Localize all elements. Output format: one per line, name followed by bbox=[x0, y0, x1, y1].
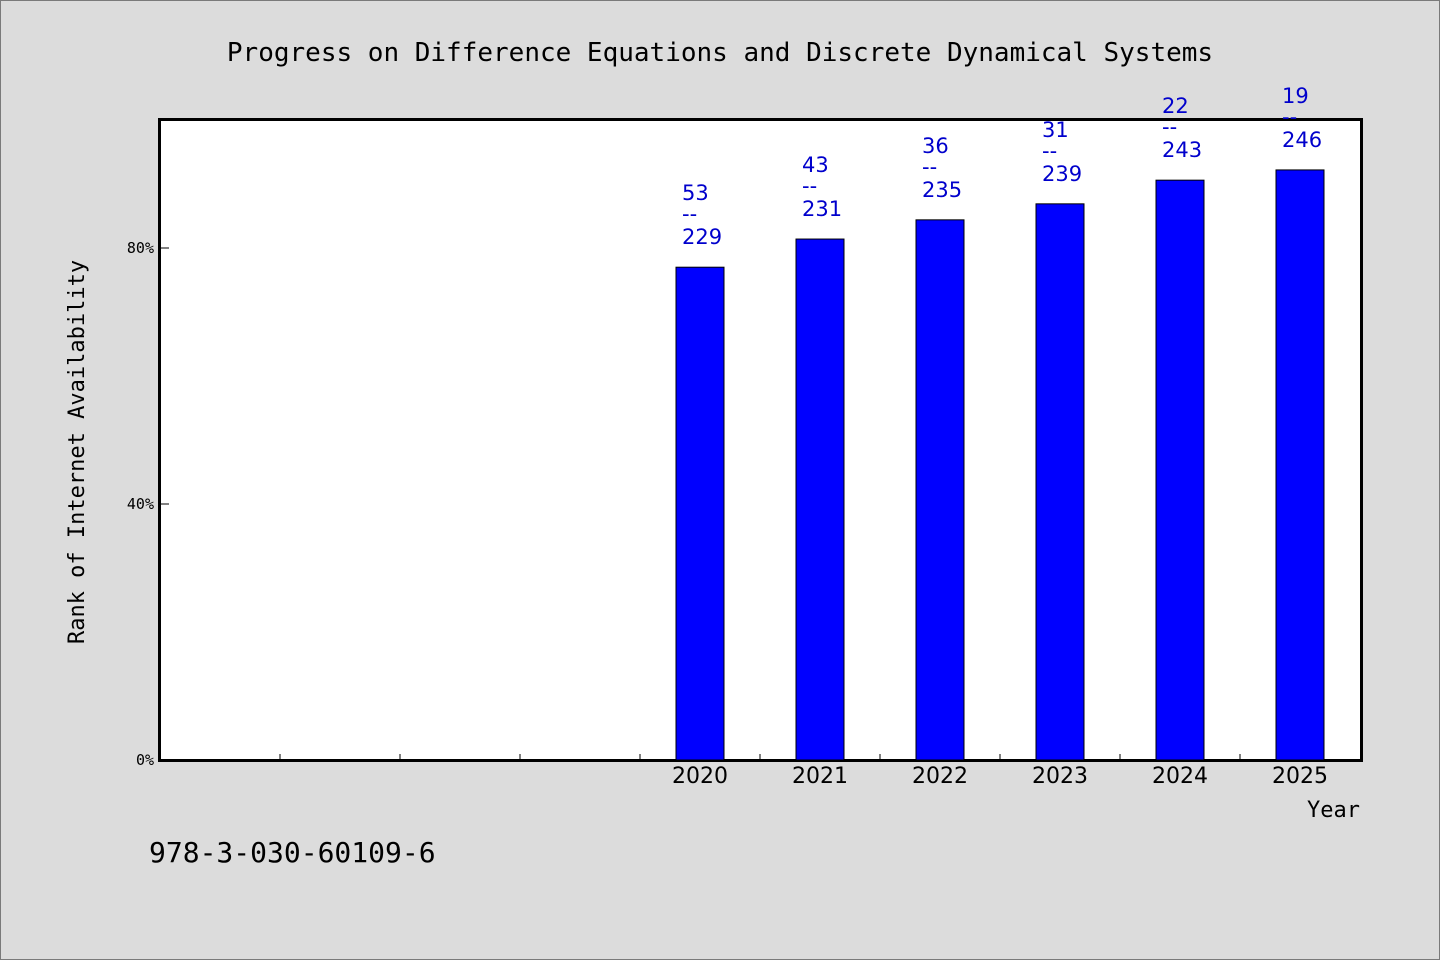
x-tick-label: 2024 bbox=[1152, 764, 1208, 789]
chart-title: Progress on Difference Equations and Dis… bbox=[227, 38, 1213, 68]
bar bbox=[1155, 179, 1205, 761]
bar bbox=[1275, 169, 1325, 761]
x-tick-label: 2020 bbox=[672, 764, 728, 789]
bar-label-numerator: 53 bbox=[682, 181, 709, 205]
bar-label-separator: -- bbox=[1042, 139, 1057, 163]
bars bbox=[675, 169, 1325, 761]
bar-label-numerator: 19 bbox=[1282, 84, 1309, 108]
bar-value-label: 43--231 bbox=[802, 153, 842, 221]
bar-value-label: 53--229 bbox=[682, 181, 722, 249]
bar-label-numerator: 36 bbox=[922, 134, 949, 158]
bar-label-separator: -- bbox=[922, 155, 937, 179]
bar-label-separator: -- bbox=[682, 202, 697, 226]
bar-label-separator: -- bbox=[1162, 115, 1177, 139]
bar bbox=[1035, 203, 1085, 761]
bar-label-denominator: 229 bbox=[682, 225, 722, 249]
y-tick-label: 0% bbox=[136, 751, 154, 769]
bar-value-label: 22--243 bbox=[1162, 94, 1202, 162]
bar-label-separator: -- bbox=[802, 174, 817, 198]
bar bbox=[675, 266, 725, 761]
y-axis-label: Rank of Internet Availability bbox=[65, 260, 90, 644]
bar-value-label: 31--239 bbox=[1042, 118, 1082, 186]
x-tick-label: 2021 bbox=[792, 764, 848, 789]
bar-label-separator: -- bbox=[1282, 105, 1297, 129]
bar-label-denominator: 243 bbox=[1162, 138, 1202, 162]
x-axis-label: Year bbox=[1307, 798, 1360, 823]
bar-label-denominator: 235 bbox=[922, 178, 962, 202]
x-tick-label: 2022 bbox=[912, 764, 968, 789]
y-tick-label: 40% bbox=[127, 495, 154, 513]
bar-label-denominator: 239 bbox=[1042, 162, 1082, 186]
x-axis-ticks: 2020 2021 2022 2023 2024 2025 bbox=[279, 754, 1328, 789]
y-axis-ticks: 0% 40% 80% bbox=[127, 239, 169, 769]
x-tick-label: 2023 bbox=[1032, 764, 1088, 789]
bar-label-numerator: 22 bbox=[1162, 94, 1189, 118]
bar-label-numerator: 43 bbox=[802, 153, 829, 177]
x-tick-label: 2025 bbox=[1272, 764, 1328, 789]
bar-label-numerator: 31 bbox=[1042, 118, 1069, 142]
data-labels: 53--22943--23136--23531--23922--24319--2… bbox=[682, 84, 1322, 249]
bar bbox=[795, 238, 845, 761]
bar-value-label: 36--235 bbox=[922, 134, 962, 202]
y-tick-label: 80% bbox=[127, 239, 154, 257]
bar-label-denominator: 231 bbox=[802, 197, 842, 221]
bar bbox=[915, 219, 965, 761]
bar-label-denominator: 246 bbox=[1282, 128, 1322, 152]
isbn-label: 978-3-030-60109-6 bbox=[149, 836, 436, 869]
bar-value-label: 19--246 bbox=[1282, 84, 1322, 152]
